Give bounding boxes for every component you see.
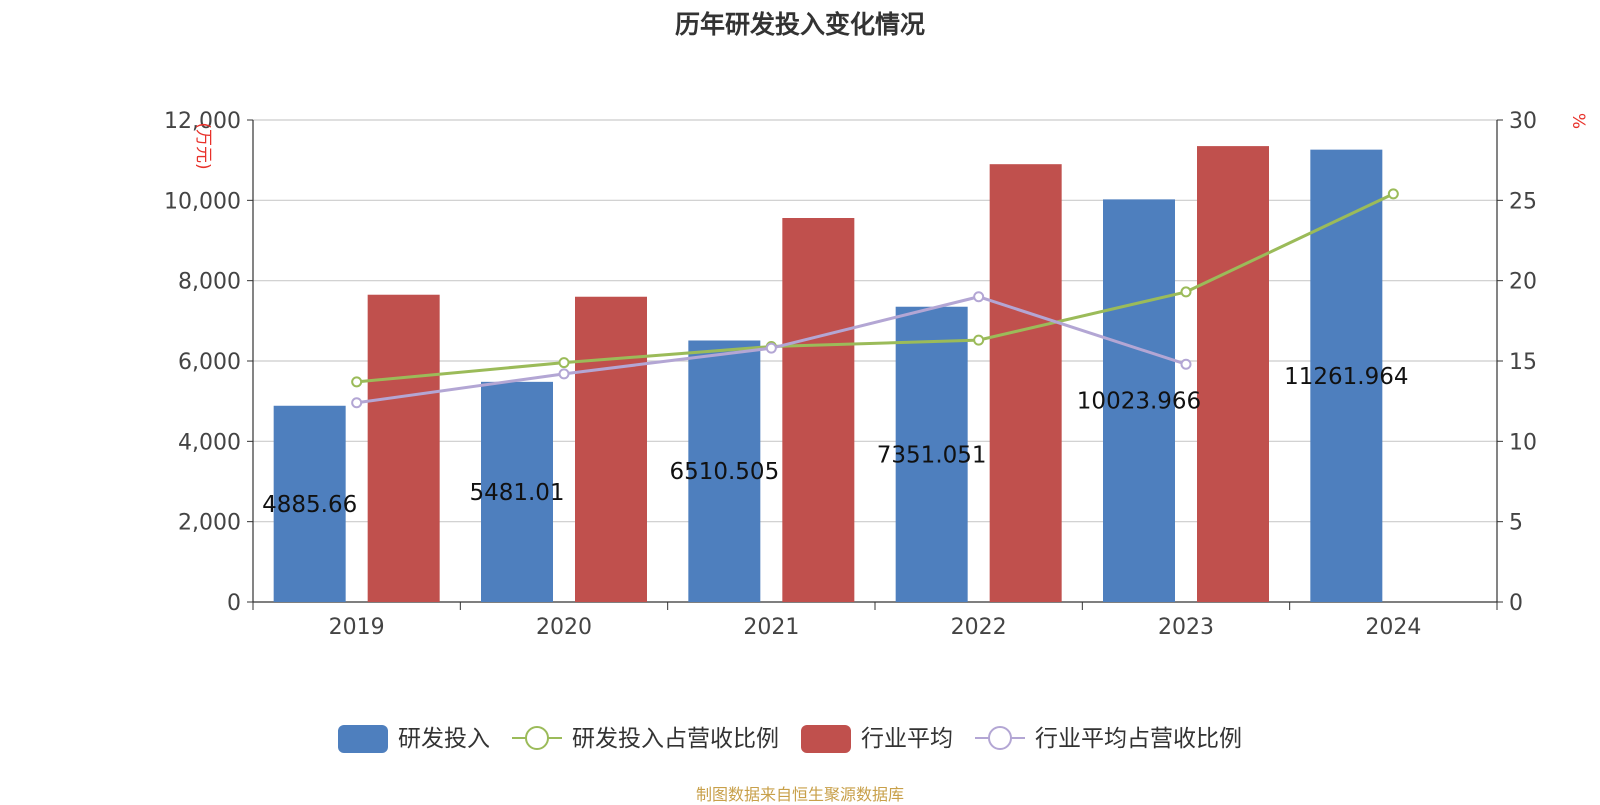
y-right-tick-label: 5 — [1509, 511, 1523, 536]
point-行业平均占营收比例 — [973, 291, 985, 303]
point-行业平均占营收比例 — [558, 368, 570, 380]
y-left-tick-label: 10,000 — [164, 189, 241, 214]
bar-行业平均 — [575, 296, 647, 602]
x-tick-label: 2024 — [1365, 615, 1421, 640]
point-研发投入占营收比例 — [1180, 286, 1192, 298]
x-tick-label: 2021 — [743, 615, 799, 640]
bar-研发投入 — [688, 340, 761, 602]
y-left-tick-label: 6,000 — [178, 350, 241, 375]
bar-研发投入 — [481, 381, 553, 602]
y-left-tick-label: 8,000 — [178, 270, 241, 295]
line-研发投入占营收比例 — [356, 192, 1394, 384]
y-right-tick-label: 10 — [1509, 430, 1537, 455]
x-tick-label: 2023 — [1158, 615, 1214, 640]
y-left-tick-label: 12,000 — [164, 109, 241, 134]
y-right-tick-label: 0 — [1509, 591, 1523, 616]
legend-label: 行业平均 — [861, 726, 953, 752]
bar-研发投入 — [1310, 149, 1383, 602]
y-right-tick-label: 15 — [1509, 350, 1537, 375]
bar-行业平均 — [989, 164, 1062, 602]
legend: 研发投入 研发投入占营收比例 行业平均 行业平均占营收比例 — [338, 725, 1242, 753]
bar-研发投入 — [895, 306, 968, 602]
bar-value-label: 10023.966 — [1077, 389, 1201, 415]
y-right-tick-label: 20 — [1509, 270, 1537, 295]
y-left-tick-label: 0 — [227, 591, 241, 616]
bar-value-label: 6510.505 — [669, 459, 779, 485]
axes: 0 2,000 4,000 6,000 8,000 10,000 12,000 0 5 10 15 2… — [164, 109, 1588, 640]
line-series — [351, 188, 1399, 409]
legend-swatch-研发投入 — [338, 725, 388, 753]
x-tick-label: 2022 — [951, 615, 1007, 640]
y-left-tick-label: 2,000 — [178, 511, 241, 536]
y-right-tick-label: 30 — [1509, 109, 1537, 134]
y-right-tick-label: 25 — [1509, 189, 1537, 214]
bar-value-label: 7351.051 — [877, 442, 987, 468]
y-left-tick-label: 4,000 — [178, 430, 241, 455]
legend-swatch-行业平均 — [801, 725, 851, 753]
x-tick-label: 2020 — [536, 615, 592, 640]
point-研发投入占营收比例 — [1387, 188, 1399, 200]
point-研发投入占营收比例 — [351, 376, 363, 388]
point-行业平均占营收比例 — [351, 397, 363, 409]
chart-title: 历年研发投入变化情况 — [675, 10, 925, 39]
y-right-unit-label: % — [1568, 113, 1588, 129]
x-tick-label: 2019 — [329, 615, 385, 640]
legend-label: 研发投入 — [398, 726, 490, 752]
y-left-unit-label: (万元) — [193, 122, 213, 169]
bar-value-label: 11261.964 — [1284, 364, 1408, 390]
point-研发投入占营收比例 — [558, 357, 570, 369]
bar-行业平均 — [367, 294, 440, 602]
bar-value-label: 4885.66 — [262, 492, 357, 518]
bar-value-label: 5481.01 — [469, 480, 564, 506]
footer-source: 制图数据来自恒生聚源数据库 — [695, 785, 904, 804]
bar-研发投入 — [273, 405, 346, 602]
bar-研发投入 — [1103, 199, 1175, 602]
grid-lines — [253, 119, 1497, 523]
bar-series — [273, 146, 1383, 603]
point-行业平均占营收比例 — [1180, 358, 1192, 370]
point-研发投入占营收比例 — [973, 334, 985, 346]
legend-label: 研发投入占营收比例 — [572, 726, 779, 752]
legend-marker-研发投入占营收比例 — [525, 726, 549, 750]
legend-marker-行业平均占营收比例 — [988, 726, 1012, 750]
bar-行业平均 — [782, 218, 855, 603]
bar-行业平均 — [1197, 146, 1269, 602]
point-行业平均占营收比例 — [765, 342, 777, 354]
legend-label: 行业平均占营收比例 — [1035, 726, 1242, 752]
data-labels: 4885.66 5481.01 6510.505 7351.051 10023.966 1… — [262, 364, 1408, 518]
